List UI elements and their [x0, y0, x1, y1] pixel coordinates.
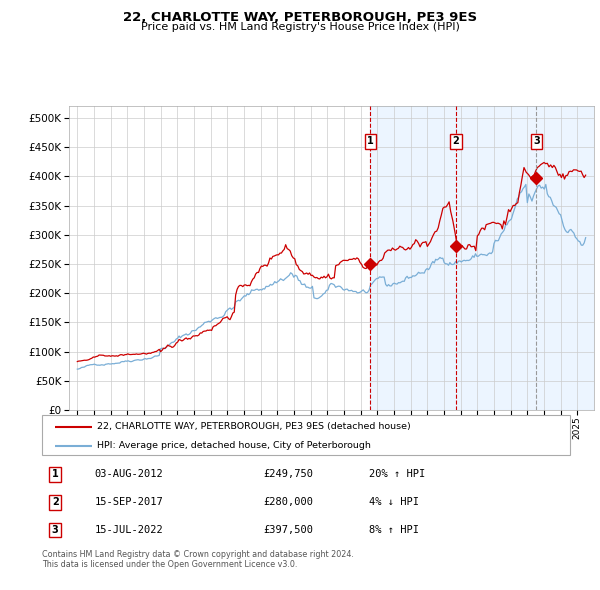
- FancyBboxPatch shape: [42, 415, 570, 455]
- Text: 1: 1: [52, 469, 59, 479]
- Text: 22, CHARLOTTE WAY, PETERBOROUGH, PE3 9ES: 22, CHARLOTTE WAY, PETERBOROUGH, PE3 9ES: [123, 11, 477, 24]
- Text: 15-SEP-2017: 15-SEP-2017: [95, 497, 164, 507]
- Text: 3: 3: [52, 525, 59, 535]
- Text: £249,750: £249,750: [264, 469, 314, 479]
- Bar: [370, 106, 594, 410]
- Text: 20% ↑ HPI: 20% ↑ HPI: [370, 469, 425, 479]
- Text: 2: 2: [452, 136, 459, 146]
- Text: 1: 1: [367, 136, 374, 146]
- Text: 4% ↓ HPI: 4% ↓ HPI: [370, 497, 419, 507]
- Text: 15-JUL-2022: 15-JUL-2022: [95, 525, 164, 535]
- Text: HPI: Average price, detached house, City of Peterborough: HPI: Average price, detached house, City…: [97, 441, 371, 450]
- Text: Contains HM Land Registry data © Crown copyright and database right 2024.
This d: Contains HM Land Registry data © Crown c…: [42, 550, 354, 569]
- Text: £280,000: £280,000: [264, 497, 314, 507]
- Text: 3: 3: [533, 136, 540, 146]
- Text: 2: 2: [52, 497, 59, 507]
- Text: £397,500: £397,500: [264, 525, 314, 535]
- Text: Price paid vs. HM Land Registry's House Price Index (HPI): Price paid vs. HM Land Registry's House …: [140, 22, 460, 32]
- Text: 8% ↑ HPI: 8% ↑ HPI: [370, 525, 419, 535]
- Text: 22, CHARLOTTE WAY, PETERBOROUGH, PE3 9ES (detached house): 22, CHARLOTTE WAY, PETERBOROUGH, PE3 9ES…: [97, 422, 411, 431]
- Text: 03-AUG-2012: 03-AUG-2012: [95, 469, 164, 479]
